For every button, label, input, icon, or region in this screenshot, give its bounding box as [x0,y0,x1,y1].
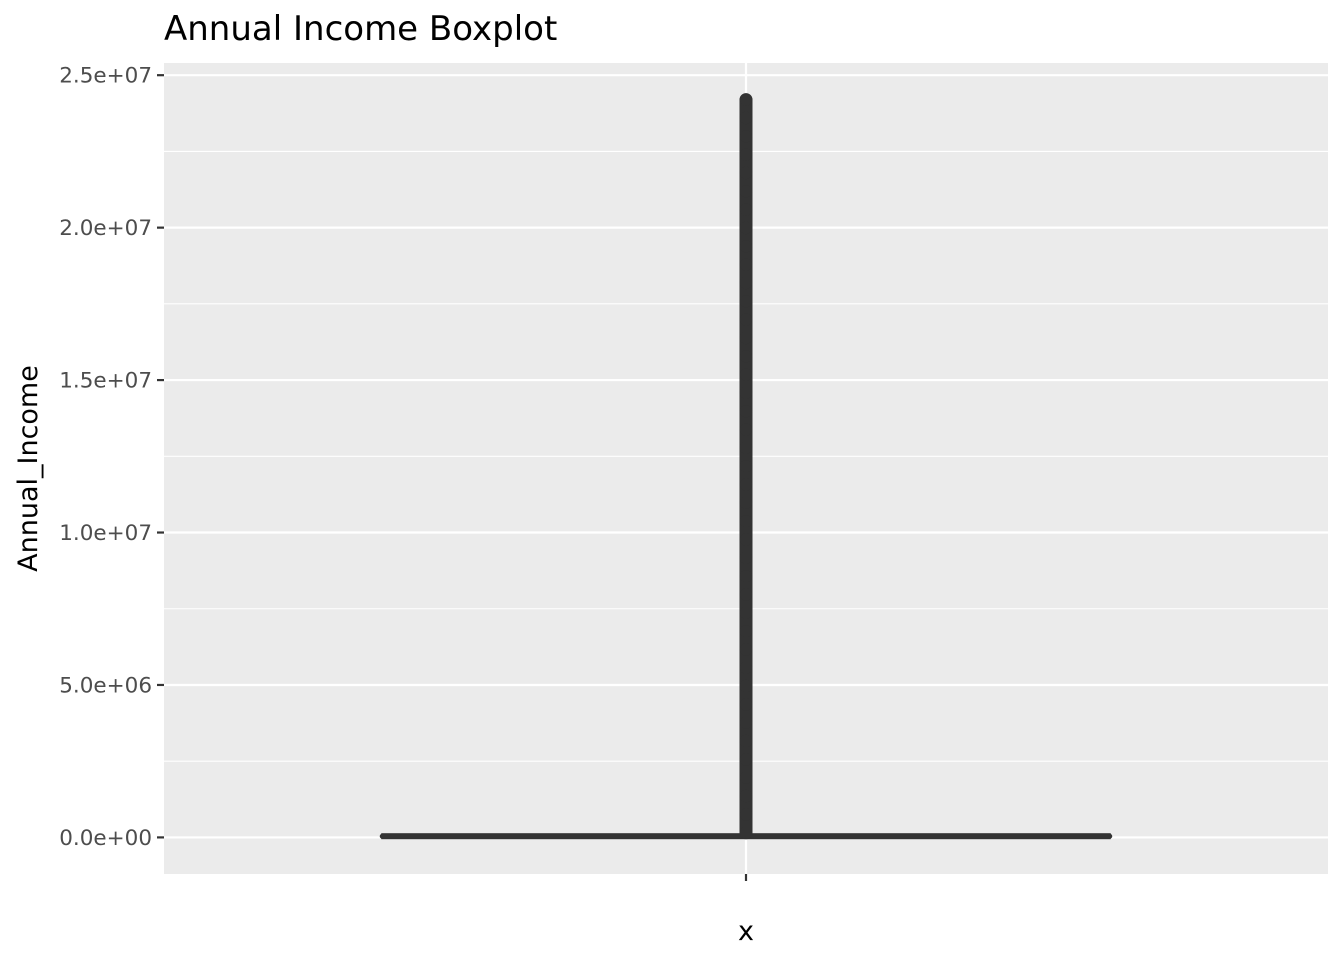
outlier-point [739,514,753,528]
outlier-point [739,606,753,620]
outlier-point [739,569,753,583]
outlier-point [739,130,753,143]
outlier-point [739,221,753,235]
outlier-point [739,331,753,345]
outlier-point [739,551,753,565]
outlier-point [739,643,753,656]
outlier-point [739,826,753,839]
y-tick-label: 5.0e+06 [59,673,152,698]
y-axis-title: Annual_Income [13,365,44,572]
outlier-point [739,753,753,766]
outlier-point [739,459,753,473]
x-axis-title: x [738,916,754,947]
y-tick-label: 2.5e+07 [59,64,152,89]
outlier-point [739,661,753,675]
outlier-point [739,276,753,290]
outlier-point [739,166,753,180]
outlier-point [739,808,753,821]
axes: 0.0e+00 5.0e+06 1.0e+07 1.5e+07 2.0e+07 2.5e+… [59,64,748,881]
y-tick-label: 1.5e+07 [59,369,152,394]
boxplot-marks [379,93,1113,840]
y-tick-label: 0.0e+00 [59,826,152,851]
outlier-point [739,185,753,198]
outlier-point [739,148,753,161]
outlier-point [739,441,753,455]
y-tick-label: 1.0e+07 [59,521,152,546]
outlier-point [739,679,753,693]
outlier-point [739,404,753,418]
outlier-point [739,93,753,106]
outlier-point [739,258,753,271]
outlier-point [739,698,753,711]
outlier-point [739,771,753,784]
outlier-point [739,789,753,803]
chart-title: Annual Income Boxplot [164,9,557,49]
outlier-point [739,203,753,216]
outlier-point [739,716,753,729]
outlier-point [739,423,753,436]
outlier-point [739,368,753,381]
outlier-point [739,313,753,326]
outlier-point [739,295,753,308]
y-tick-label: 2.0e+07 [59,216,152,241]
outlier-point [739,386,753,400]
outlier-point [739,350,753,363]
outlier-point [739,734,753,748]
outlier-point [739,496,753,510]
outlier-point [739,478,753,491]
outlier-point [739,111,753,125]
outlier-point [739,240,753,253]
outlier-point [739,533,753,546]
outlier-point [739,588,753,601]
outlier-point [739,624,753,638]
